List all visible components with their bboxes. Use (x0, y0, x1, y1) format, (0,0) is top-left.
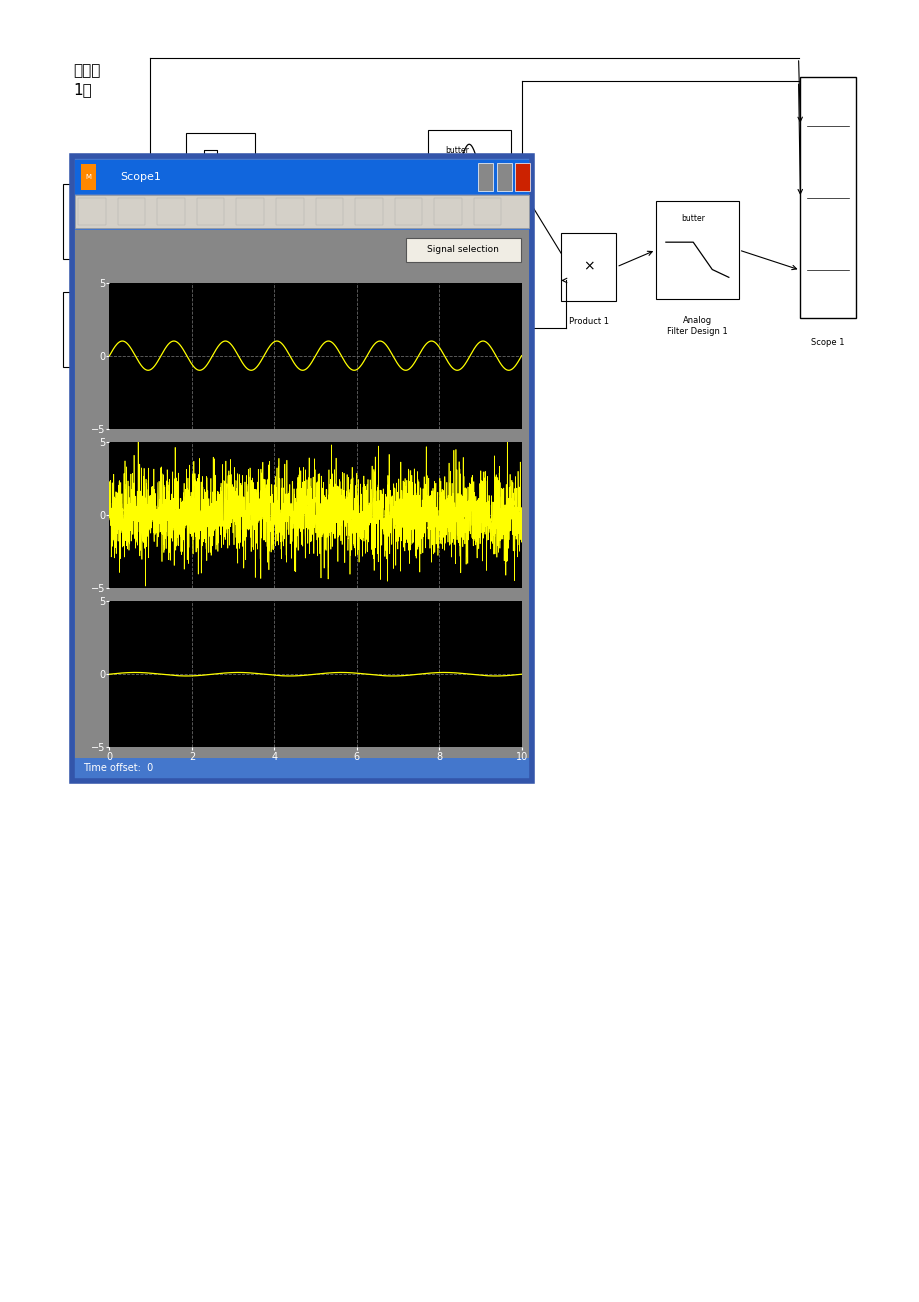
Text: Signal selection: Signal selection (426, 246, 499, 254)
Text: Analog
Filter Design: Analog Filter Design (442, 263, 495, 283)
Bar (62, 292, 136, 367)
Bar (561, 233, 616, 301)
Bar (197, 198, 224, 225)
Text: Add 2: Add 2 (346, 273, 370, 283)
Bar (72, 156, 531, 781)
Bar (394, 198, 422, 225)
Text: +: + (348, 195, 357, 206)
Text: 1、: 1、 (74, 82, 92, 98)
Text: Analog
Filter Design 1: Analog Filter Design 1 (666, 316, 727, 336)
Text: Sine Wave  2: Sine Wave 2 (437, 378, 492, 387)
Bar (405, 238, 520, 262)
Text: Product 1: Product 1 (568, 316, 608, 326)
Bar (355, 198, 382, 225)
Bar (315, 198, 343, 225)
Text: Scope 1: Scope 1 (811, 339, 844, 346)
Text: ×: × (583, 260, 594, 273)
Text: 实验二: 实验二 (74, 62, 101, 78)
Bar (800, 78, 855, 319)
Text: Time offset:  0: Time offset: 0 (83, 763, 153, 773)
Text: butter: butter (445, 146, 468, 155)
Bar (655, 201, 738, 298)
Bar (74, 160, 528, 194)
Bar (186, 133, 255, 211)
Bar (74, 195, 528, 228)
Bar (335, 174, 382, 255)
Bar (157, 198, 185, 225)
Text: Random
Number: Random Number (203, 227, 238, 246)
Bar (515, 163, 529, 191)
Bar (473, 198, 501, 225)
Bar (236, 198, 264, 225)
Text: Sine Wave 1: Sine Wave 1 (74, 271, 125, 280)
Bar (427, 130, 510, 247)
Bar (81, 164, 96, 190)
Bar (276, 198, 303, 225)
Text: +: + (348, 220, 357, 229)
Bar (478, 163, 493, 191)
Text: butter: butter (681, 215, 704, 223)
Bar (78, 198, 106, 225)
Bar (62, 184, 136, 259)
Bar (118, 198, 145, 225)
Text: Sine Wave: Sine Wave (77, 379, 121, 388)
Bar (427, 290, 501, 366)
Bar (434, 198, 461, 225)
Text: Product: Product (223, 329, 255, 339)
Bar (74, 230, 528, 758)
Text: M: M (85, 174, 91, 180)
Bar (211, 246, 267, 314)
Bar (496, 163, 511, 191)
Text: ×: × (233, 273, 244, 286)
Text: Scope1: Scope1 (120, 172, 161, 182)
